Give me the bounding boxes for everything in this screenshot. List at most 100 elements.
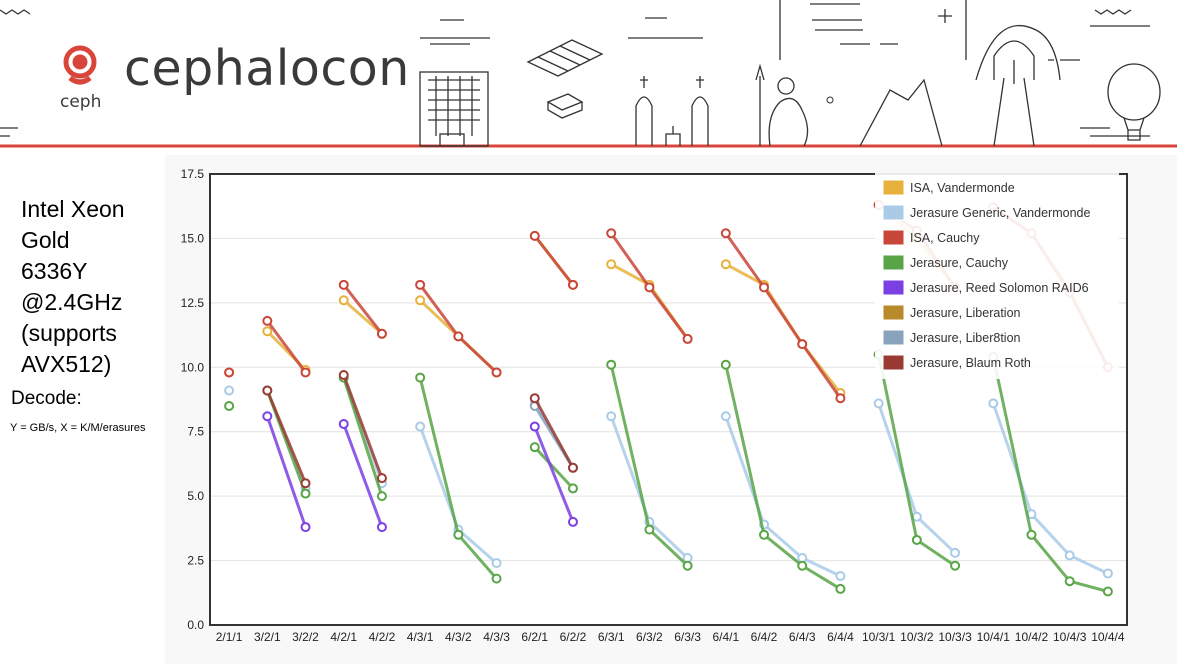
data-point — [720, 228, 731, 239]
data-point — [338, 279, 349, 290]
data-point — [262, 326, 273, 337]
data-point — [376, 491, 387, 502]
data-point — [300, 367, 311, 378]
data-point — [567, 462, 578, 473]
y-tick-label: 10.0 — [181, 360, 205, 374]
guard-icon — [755, 63, 809, 147]
data-point — [606, 411, 617, 422]
banner-illustration — [0, 0, 1177, 148]
cpu-title-line: AVX512) — [21, 351, 112, 377]
y-tick-label: 5.0 — [187, 489, 204, 503]
x-tick-label: 3/2/1 — [254, 630, 281, 644]
series-line — [991, 356, 1109, 593]
x-tick-label: 10/4/3 — [1053, 630, 1087, 644]
data-point — [988, 398, 999, 409]
x-tick-label: 6/3/2 — [636, 630, 663, 644]
data-point — [835, 393, 846, 404]
legend-swatch — [882, 354, 905, 371]
cpu-title-line: 6336Y — [21, 258, 88, 284]
x-tick-label: 6/4/1 — [712, 630, 739, 644]
legend-label: Jerasure, Cauchy — [910, 256, 1009, 270]
data-point — [224, 367, 235, 378]
data-point — [338, 295, 349, 306]
x-tick-label: 6/2/2 — [560, 630, 587, 644]
decode-throughput-chart: 0.0 2.5 5.0 7.5 10.0 12.5 15.0 17.5 2/1/1 3/2/1 3/… — [165, 155, 1177, 664]
x-tick-label: 4/2/2 — [369, 630, 396, 644]
series-line — [342, 374, 384, 479]
y-tick-label: 0.0 — [187, 618, 204, 632]
series-line — [724, 415, 842, 578]
data-point — [797, 339, 808, 350]
x-tick-label: 10/4/1 — [977, 630, 1011, 644]
cpu-title-line: (supports — [21, 320, 117, 346]
data-point — [491, 573, 502, 584]
legend-label: Jerasure, Blaum Roth — [910, 356, 1031, 370]
skis-icon — [810, 3, 898, 45]
x-tick-label: 2/1/1 — [216, 630, 243, 644]
y-tick-label: 17.5 — [181, 167, 205, 181]
data-point — [415, 295, 426, 306]
legend-label: ISA, Cauchy — [910, 231, 980, 245]
x-tick-label: 4/3/3 — [483, 630, 510, 644]
x-tick-label: 4/2/1 — [330, 630, 357, 644]
data-point — [1064, 550, 1075, 561]
data-point — [835, 571, 846, 582]
data-point — [262, 385, 273, 396]
series-line — [724, 232, 842, 400]
data-point — [376, 473, 387, 484]
data-point — [415, 421, 426, 432]
data-point — [873, 398, 884, 409]
series-line — [991, 402, 1109, 575]
series-line — [342, 283, 384, 335]
x-tick-label: 4/3/1 — [407, 630, 434, 644]
cpu-description: Intel Xeon Gold 6336Y @2.4GHz (supports … — [21, 194, 171, 380]
legend-swatch — [882, 254, 905, 271]
cpu-title-line: Intel Xeon — [21, 196, 125, 222]
series-line — [533, 446, 575, 490]
data-point — [376, 328, 387, 339]
legend-swatch — [882, 329, 905, 346]
data-point — [262, 315, 273, 326]
axes-note: Y = GB/s, X = K/M/erasures — [10, 422, 146, 434]
data-point — [911, 534, 922, 545]
legend-label: Jerasure, Reed Solomon RAID6 — [910, 281, 1089, 295]
data-point — [453, 529, 464, 540]
x-tick-label: 6/3/1 — [598, 630, 625, 644]
balloon-icon — [1107, 63, 1161, 141]
legend-swatch — [882, 204, 905, 221]
legend-box — [875, 173, 1119, 379]
mountain-icon — [859, 78, 943, 147]
y-tick-label: 2.5 — [187, 554, 204, 568]
series-line — [342, 299, 383, 335]
data-point — [491, 558, 502, 569]
data-point — [529, 230, 540, 241]
legend-label: Jerasure, Liber8tion — [910, 331, 1021, 345]
data-point — [224, 385, 235, 396]
data-point — [529, 421, 540, 432]
ceph-logo-icon — [63, 45, 97, 85]
y-tick-label: 12.5 — [181, 296, 205, 310]
cpu-title-line: Gold — [21, 227, 70, 253]
legend-swatch — [882, 279, 905, 296]
cephalocon-logo-text: cephalocon — [124, 40, 410, 97]
x-tick-label: 10/3/2 — [900, 630, 934, 644]
legend-label: ISA, Vandermonde — [910, 181, 1015, 195]
data-point — [529, 442, 540, 453]
data-point — [1102, 568, 1113, 579]
legend-label: Jerasure Generic, Vandermonde — [910, 206, 1090, 220]
data-point — [453, 331, 464, 342]
data-point — [720, 359, 731, 370]
data-point — [644, 524, 655, 535]
data-point — [682, 333, 693, 344]
x-tick-label: 6/4/3 — [789, 630, 816, 644]
data-point — [529, 393, 540, 404]
series-line — [265, 415, 307, 528]
data-point — [338, 370, 349, 381]
church-icon — [635, 76, 709, 146]
data-point — [415, 279, 426, 290]
x-tick-label: 3/2/2 — [292, 630, 319, 644]
data-point — [720, 259, 731, 270]
series-line — [265, 389, 307, 484]
x-tick-label: 6/3/3 — [674, 630, 701, 644]
data-point — [1026, 529, 1037, 540]
